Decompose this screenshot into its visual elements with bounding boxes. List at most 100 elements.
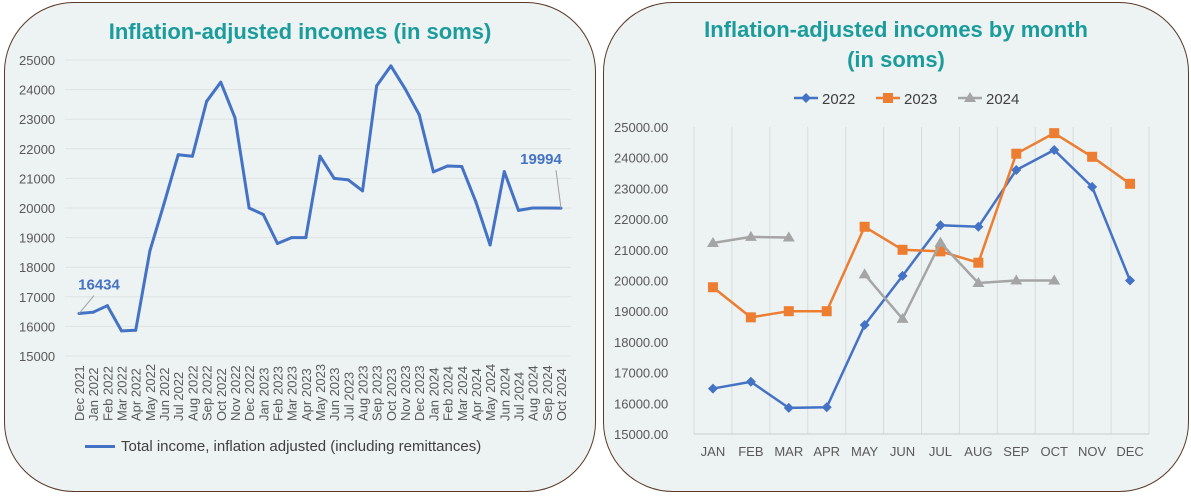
data-point-2024 — [1010, 274, 1023, 285]
x-tick-label: DEC — [1116, 444, 1143, 459]
x-tick-label: Dec 2021 — [72, 365, 87, 421]
legend-label: Total income, inflation adjusted (includ… — [121, 438, 482, 455]
legend-marker — [883, 93, 893, 103]
y-tick-label: 21000 — [19, 171, 55, 186]
y-tick-label: 20000.00 — [614, 274, 668, 289]
data-point-2022 — [783, 402, 794, 413]
x-tick-label: FEB — [738, 444, 763, 459]
data-point-2024 — [744, 230, 757, 241]
x-tick-label: SEP — [1003, 444, 1029, 459]
y-tick-label: 16000 — [19, 319, 55, 334]
data-point — [162, 202, 166, 206]
data-point — [460, 165, 464, 169]
chart-title-line2: (in soms) — [847, 47, 945, 72]
legend-label: 2023 — [904, 91, 937, 108]
chart-title: Inflation-adjusted incomes (in soms) — [108, 19, 492, 44]
data-point-2024 — [782, 231, 795, 242]
x-tick-label: Feb 2022 — [100, 366, 115, 421]
y-tick-label: 25000 — [19, 53, 55, 68]
data-point-2023 — [707, 282, 718, 293]
y-tick-label: 22000 — [19, 142, 55, 157]
x-tick-label: MAR — [774, 444, 803, 459]
legend-label: 2022 — [822, 91, 855, 108]
y-tick-label: 18000.00 — [614, 335, 668, 350]
data-point-2024 — [858, 268, 871, 279]
data-point — [545, 206, 549, 210]
data-point — [290, 236, 294, 240]
data-point — [91, 310, 95, 314]
data-point — [275, 242, 279, 246]
x-tick-label: AUG — [964, 444, 992, 459]
x-tick-label: Jan 2024 — [426, 368, 441, 422]
x-tick-label: Feb 2023 — [270, 366, 285, 421]
data-point — [375, 84, 379, 88]
data-point-2023 — [783, 306, 794, 317]
y-tick-label: 15000.00 — [614, 427, 668, 442]
data-point — [346, 178, 350, 182]
x-tick-label: Sep 2022 — [200, 365, 215, 421]
y-tick-label: 19000 — [19, 231, 55, 246]
x-tick-label: Jun 2023 — [327, 368, 342, 422]
x-tick-label: Apr 2022 — [129, 368, 144, 421]
series-line — [78, 64, 562, 333]
data-point-2022 — [707, 383, 718, 394]
data-point — [403, 87, 407, 91]
data-point — [531, 206, 535, 210]
x-tick-label: Nov 2023 — [398, 365, 413, 421]
y-tick-label: 22000.00 — [614, 212, 668, 227]
data-point — [247, 206, 251, 210]
data-point-2023 — [859, 221, 870, 232]
data-point — [488, 243, 492, 247]
x-tick-label: Aug 2023 — [356, 365, 371, 421]
y-tick-label: 20000 — [19, 201, 55, 216]
data-point — [304, 236, 308, 240]
y-tick-label: 21000.00 — [614, 243, 668, 258]
x-tick-label: Sep 2024 — [540, 365, 555, 421]
data-label: 19994 — [520, 151, 562, 168]
x-tick-label: Mar 2023 — [285, 366, 300, 421]
data-point-2022 — [1087, 181, 1098, 192]
data-point — [134, 328, 138, 332]
x-tick-label: Aug 2024 — [526, 365, 541, 421]
x-tick-label: Jul 2022 — [171, 372, 186, 421]
data-point-2022 — [1011, 164, 1022, 175]
x-tick-label: Dec 2023 — [412, 365, 427, 421]
x-tick-label: NOV — [1078, 444, 1107, 459]
data-point-2022 — [745, 376, 756, 387]
x-tick-label: Oct 2022 — [214, 368, 229, 421]
data-point — [474, 200, 478, 204]
x-tick-label: Feb 2024 — [441, 366, 456, 421]
x-tick-label: Jul 2023 — [341, 372, 356, 421]
data-point — [318, 154, 322, 158]
legend-label: 2024 — [986, 91, 1019, 108]
data-point-2023 — [1049, 128, 1060, 139]
x-tick-label: MAY — [851, 444, 879, 459]
y-tick-label: 24000.00 — [614, 151, 668, 166]
data-point — [176, 153, 180, 157]
data-point-2024 — [706, 237, 719, 248]
x-tick-label: Dec 2022 — [242, 365, 257, 421]
x-tick-label: Jan 2023 — [256, 368, 271, 422]
x-tick-label: Oct 2023 — [384, 368, 399, 421]
legend-swatch — [85, 445, 115, 448]
data-point-2023 — [821, 306, 832, 317]
x-tick-label: May 2024 — [483, 364, 498, 421]
data-point-2024 — [1048, 274, 1061, 285]
data-point — [516, 208, 520, 212]
x-tick-label: Mar 2022 — [115, 366, 130, 421]
x-tick-label: Jun 2022 — [157, 368, 172, 422]
monthly-income-line-chart: 15000.00 16000.00 17000.00 18000.00 19000.00… — [614, 91, 1150, 459]
data-point-2024 — [896, 312, 909, 323]
x-tick-label: OCT — [1040, 444, 1068, 459]
series-line-2023 — [712, 131, 1131, 319]
leader-line — [555, 170, 562, 209]
x-tick-label: Jun 2024 — [497, 368, 512, 422]
y-tick-label: 24000 — [19, 83, 55, 98]
data-point-2022 — [897, 270, 908, 281]
data-point — [205, 99, 209, 103]
y-tick-label: 17000.00 — [614, 366, 668, 381]
leader-line — [78, 295, 95, 314]
data-point-2022 — [935, 220, 946, 231]
y-tick-label: 18000 — [19, 260, 55, 275]
x-tick-label: Apr 2024 — [469, 368, 484, 421]
